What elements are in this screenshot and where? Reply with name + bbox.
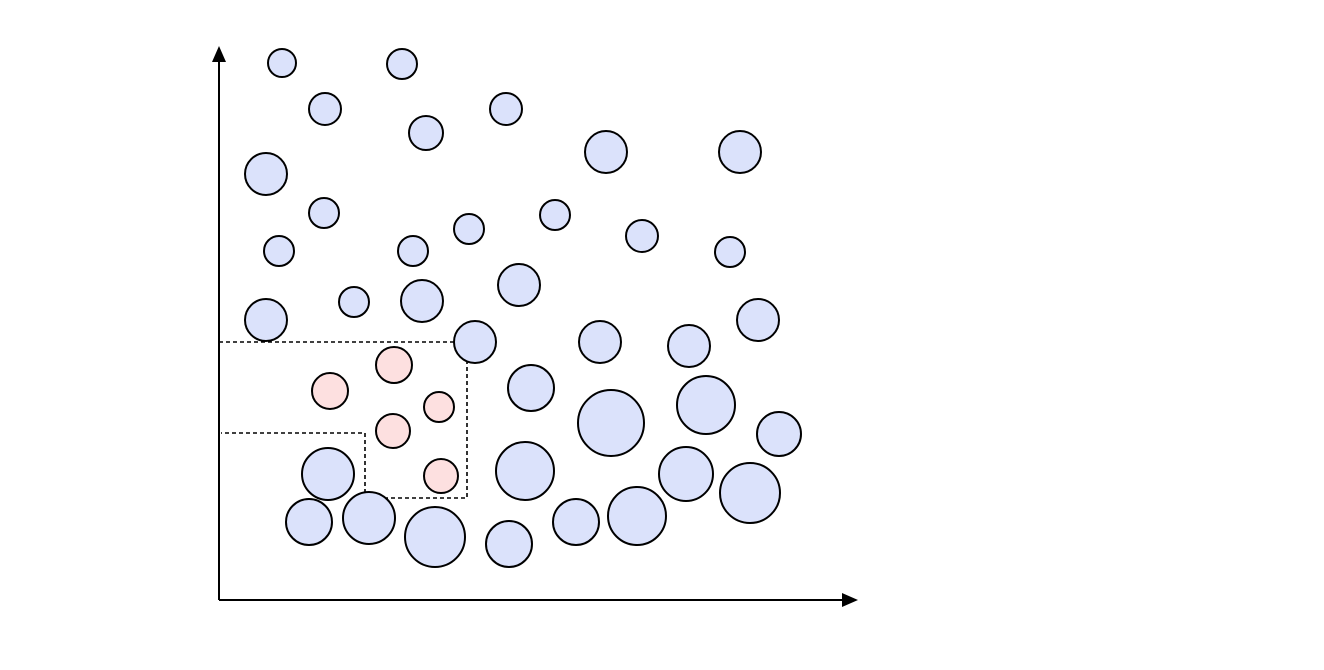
point bbox=[386, 48, 418, 80]
point bbox=[539, 199, 571, 231]
point bbox=[625, 219, 659, 253]
point bbox=[658, 446, 714, 502]
point bbox=[495, 441, 555, 501]
point bbox=[736, 298, 780, 342]
point bbox=[338, 286, 370, 318]
point bbox=[285, 498, 333, 546]
selected-point bbox=[311, 372, 349, 410]
point bbox=[714, 236, 746, 268]
selection-boundary bbox=[219, 341, 468, 499]
point bbox=[578, 320, 622, 364]
point bbox=[584, 130, 628, 174]
point bbox=[552, 498, 600, 546]
point bbox=[489, 92, 523, 126]
selected-point bbox=[375, 346, 413, 384]
point bbox=[404, 506, 466, 568]
point bbox=[453, 320, 497, 364]
y-arrow bbox=[212, 46, 226, 62]
point bbox=[497, 263, 541, 307]
point bbox=[676, 375, 736, 435]
point bbox=[244, 152, 288, 196]
point bbox=[607, 486, 667, 546]
axes bbox=[212, 46, 858, 607]
point bbox=[244, 298, 288, 342]
selected-point bbox=[423, 458, 459, 494]
point bbox=[263, 235, 295, 267]
point bbox=[308, 92, 342, 126]
point bbox=[485, 520, 533, 568]
point bbox=[756, 411, 802, 457]
point bbox=[342, 491, 396, 545]
point bbox=[400, 279, 444, 323]
blue-points bbox=[244, 48, 802, 568]
point bbox=[308, 197, 340, 229]
x-arrow bbox=[842, 593, 858, 607]
selected-point bbox=[375, 413, 411, 449]
point bbox=[667, 324, 711, 368]
selected-point bbox=[423, 391, 455, 423]
point bbox=[453, 213, 485, 245]
point bbox=[397, 235, 429, 267]
point bbox=[267, 48, 297, 78]
point bbox=[301, 447, 355, 501]
point bbox=[577, 389, 645, 457]
point bbox=[408, 115, 444, 151]
point bbox=[719, 462, 781, 524]
point bbox=[718, 130, 762, 174]
pink-points bbox=[311, 346, 459, 494]
point bbox=[507, 364, 555, 412]
